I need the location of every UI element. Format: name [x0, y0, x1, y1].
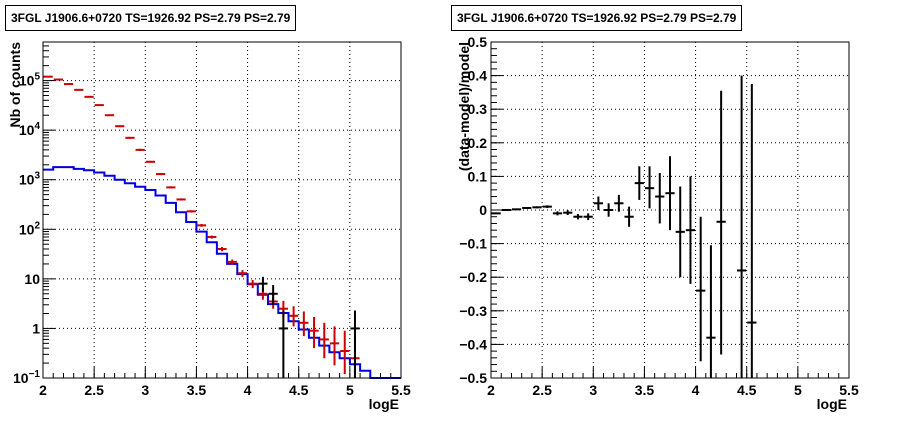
y-axis-title: Nb of counts: [7, 42, 23, 128]
y-tick-label: 0: [479, 202, 487, 218]
x-tick-label: 2: [487, 382, 495, 398]
y-tick-label: −0.4: [459, 336, 487, 352]
x-tick-label: 3.5: [187, 382, 207, 398]
x-tick-label: 4: [244, 382, 252, 398]
y-tick-label: 104: [19, 121, 41, 138]
y-tick-label: 1: [32, 320, 40, 336]
x-tick-label: 5: [794, 382, 802, 398]
x-tick-label: 5: [346, 382, 354, 398]
x-tick-label: 2.5: [532, 382, 552, 398]
y-tick-label: −0.2: [459, 269, 487, 285]
x-tick-label: 3.5: [635, 382, 655, 398]
x-tick-label: 4.5: [737, 382, 757, 398]
x-tick-label: 5.5: [839, 382, 859, 398]
counts-histogram-chart: 2 2.5 3 3.5 4 4.5 5 5.5 10−1 1 10 102 103 104 105 logE N…: [7, 41, 411, 412]
x-tick-label: 2.5: [84, 382, 104, 398]
y-tick-label: 105: [19, 72, 41, 89]
y-tick-label: 103: [19, 171, 41, 188]
y-tick-label: 0.5: [468, 34, 488, 50]
x-tick-label: 2: [39, 382, 47, 398]
y-axis-title: (data-model)/model: [456, 42, 472, 171]
x-tick-label: 3: [589, 382, 597, 398]
y-tick-label: 0.4: [468, 68, 488, 84]
model-step-line: [43, 166, 401, 379]
x-tick-label: 4.5: [289, 382, 309, 398]
y-tick-label: 102: [19, 220, 41, 237]
x-axis-title: logE: [369, 396, 399, 412]
x-axis-title: logE: [817, 396, 847, 412]
y-tick-label: 10: [24, 271, 40, 287]
plot-frame: [42, 41, 402, 379]
y-tick-label: 10−1: [13, 369, 40, 386]
left-plot-title: 3FGL J1906.6+0720 TS=1926.92 PS=2.79 PS=…: [5, 5, 297, 31]
x-tick-label: 4: [692, 382, 700, 398]
y-tick-label: 0.1: [468, 168, 488, 184]
plot-area: [43, 42, 401, 378]
y-tick-label: −0.1: [459, 236, 487, 252]
right-plot-title: 3FGL J1906.6+0720 TS=1926.92 PS=2.79 PS=…: [451, 5, 743, 31]
y-tick-label: −0.5: [459, 370, 487, 386]
residuals-chart: 2 2.5 3 3.5 4 4.5 5 5.5 −0.5 −0.4 −0.3 −0.2 −0.1 0 0.1…: [456, 34, 859, 412]
y-tick-label: 0.3: [468, 101, 488, 117]
x-tick-label: 5.5: [391, 382, 411, 398]
x-tick-label: 3: [141, 382, 149, 398]
y-tick-label: −0.3: [459, 303, 487, 319]
plot-frame: [490, 41, 850, 379]
y-tick-label: 0.2: [468, 135, 488, 151]
